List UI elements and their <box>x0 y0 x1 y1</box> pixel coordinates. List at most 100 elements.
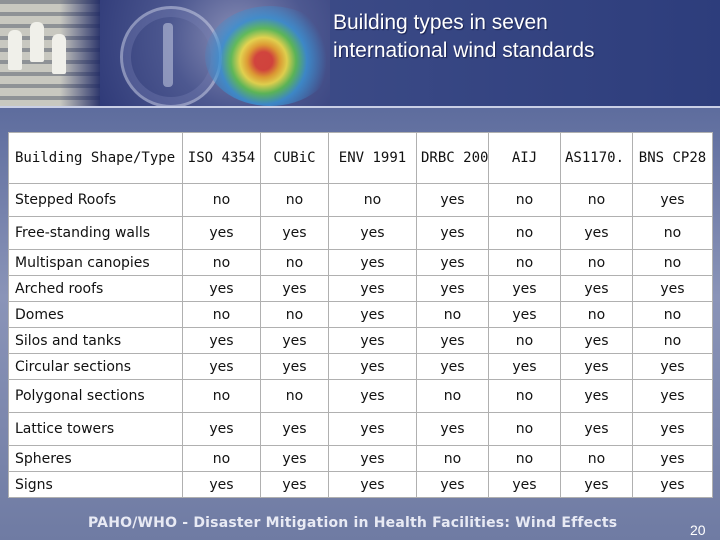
table-row: Spheres no yes yes no no no yes <box>8 445 713 472</box>
table-cell: yes <box>182 471 261 498</box>
table-cell: yes <box>182 216 261 250</box>
table-cell: yes <box>182 412 261 446</box>
table-cell: yes <box>328 327 417 354</box>
table-cell: yes <box>632 353 713 380</box>
table-cell: yes <box>328 249 417 276</box>
table-cell: no <box>416 301 489 328</box>
table-row: Silos and tanks yes yes yes yes no yes no <box>8 327 713 354</box>
table-cell: no <box>182 379 261 413</box>
table-cell: yes <box>328 216 417 250</box>
table-cell: yes <box>260 353 329 380</box>
table-cell: yes <box>416 183 489 217</box>
table-cell: yes <box>416 249 489 276</box>
table-cell: yes <box>260 216 329 250</box>
table-cell: yes <box>632 183 713 217</box>
table-cell: yes <box>328 275 417 302</box>
table-cell: no <box>328 183 417 217</box>
table-cell: yes <box>182 275 261 302</box>
table-cell: no <box>260 183 329 217</box>
standards-table: Building Shape/Type ISO 4354 CUBiC ENV 1… <box>8 132 713 498</box>
column-header: ENV 1991 <box>328 132 417 184</box>
table-cell: yes <box>260 445 329 472</box>
table-cell: yes <box>488 301 561 328</box>
table-cell: yes <box>560 353 633 380</box>
standards-table-container: Building Shape/Type ISO 4354 CUBiC ENV 1… <box>8 132 713 498</box>
table-cell: no <box>488 412 561 446</box>
table-cell: yes <box>182 353 261 380</box>
table-cell: yes <box>328 353 417 380</box>
column-header: DRBC 2003 <box>416 132 489 184</box>
hurricane-radar-image <box>205 6 335 106</box>
table-row: Polygonal sections no no yes no no yes yes <box>8 379 713 413</box>
table-cell: no <box>416 445 489 472</box>
row-label: Stepped Roofs <box>8 183 183 217</box>
table-cell: no <box>488 445 561 472</box>
table-cell: no <box>488 216 561 250</box>
table-cell: yes <box>632 275 713 302</box>
table-row: Stepped Roofs no no no yes no no yes <box>8 183 713 217</box>
row-label: Arched roofs <box>8 275 183 302</box>
table-cell: yes <box>416 327 489 354</box>
column-header: BNS CP28 <box>632 132 713 184</box>
table-cell: no <box>632 216 713 250</box>
table-row: Circular sections yes yes yes yes yes yes yes <box>8 353 713 380</box>
table-cell: no <box>632 249 713 276</box>
table-cell: no <box>632 301 713 328</box>
table-row: Multispan canopies no no yes yes no no no <box>8 249 713 276</box>
table-cell: yes <box>560 471 633 498</box>
column-header: ISO 4354 <box>182 132 261 184</box>
table-row: Lattice towers yes yes yes yes no yes yes <box>8 412 713 446</box>
row-label: Silos and tanks <box>8 327 183 354</box>
table-row: Arched roofs yes yes yes yes yes yes yes <box>8 275 713 302</box>
column-header: Building Shape/Type <box>8 132 183 184</box>
table-cell: no <box>260 301 329 328</box>
table-cell: yes <box>260 471 329 498</box>
table-cell: yes <box>560 275 633 302</box>
column-header: AIJ <box>488 132 561 184</box>
table-cell: no <box>182 183 261 217</box>
table-cell: yes <box>182 327 261 354</box>
header-banner: Building types in seven international wi… <box>0 0 720 108</box>
table-cell: yes <box>416 275 489 302</box>
row-label: Spheres <box>8 445 183 472</box>
table-cell: yes <box>560 379 633 413</box>
column-header: CUBiC <box>260 132 329 184</box>
row-label: Polygonal sections <box>8 379 183 413</box>
footer-text: PAHO/WHO - Disaster Mitigation in Health… <box>88 515 618 531</box>
table-cell: no <box>260 379 329 413</box>
table-cell: no <box>488 379 561 413</box>
table-cell: no <box>182 249 261 276</box>
table-cell: no <box>488 183 561 217</box>
row-label: Signs <box>8 471 183 498</box>
table-cell: yes <box>328 379 417 413</box>
table-cell: yes <box>560 412 633 446</box>
table-cell: no <box>560 249 633 276</box>
table-cell: yes <box>260 275 329 302</box>
table-cell: yes <box>632 412 713 446</box>
table-cell: yes <box>328 412 417 446</box>
row-label: Multispan canopies <box>8 249 183 276</box>
table-cell: yes <box>416 216 489 250</box>
table-cell: yes <box>488 471 561 498</box>
table-body: Stepped Roofs no no no yes no no yes Free-standi… <box>8 183 713 498</box>
table-cell: no <box>416 379 489 413</box>
table-cell: yes <box>260 412 329 446</box>
table-cell: no <box>260 249 329 276</box>
table-cell: yes <box>260 327 329 354</box>
table-cell: yes <box>328 471 417 498</box>
table-cell: yes <box>632 471 713 498</box>
table-cell: yes <box>632 445 713 472</box>
table-cell: no <box>182 445 261 472</box>
title-panel <box>330 0 720 108</box>
table-row: Signs yes yes yes yes yes yes yes <box>8 471 713 498</box>
table-cell: no <box>488 327 561 354</box>
slide-title: Building types in seven international wi… <box>333 11 595 62</box>
table-cell: yes <box>488 353 561 380</box>
column-header: AS1170. 2 <box>560 132 633 184</box>
row-label: Domes <box>8 301 183 328</box>
table-cell: no <box>560 301 633 328</box>
table-cell: yes <box>328 301 417 328</box>
page-number: 20 <box>690 522 706 538</box>
banner-divider <box>0 106 720 108</box>
row-label: Free-standing walls <box>8 216 183 250</box>
